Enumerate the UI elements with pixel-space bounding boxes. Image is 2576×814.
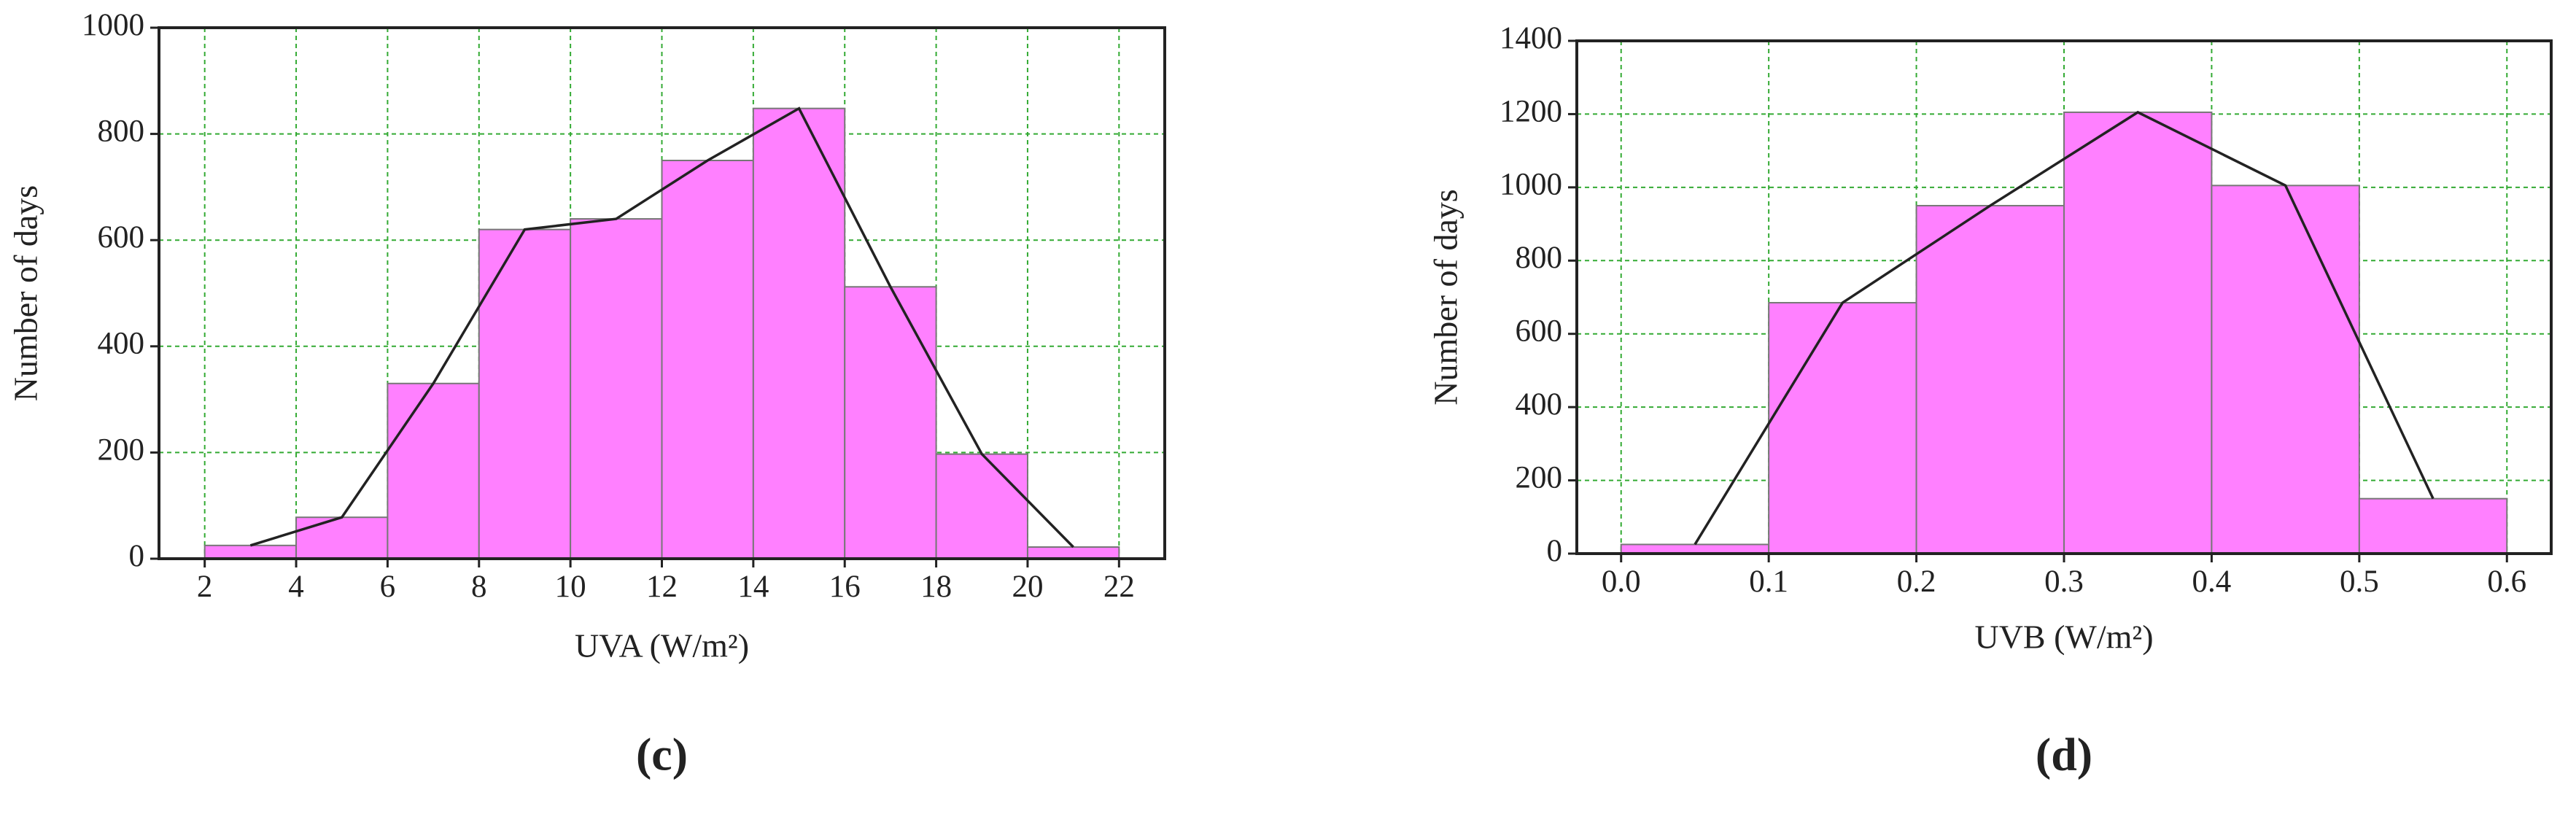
bar bbox=[1768, 302, 1917, 554]
bar bbox=[935, 453, 1028, 559]
y-tick-label: 0 bbox=[129, 539, 145, 573]
y-tick-label: 1000 bbox=[82, 8, 144, 42]
y-tick-label: 400 bbox=[1516, 387, 1563, 422]
panel-label: (d) bbox=[2036, 729, 2092, 780]
x-tick-label: 22 bbox=[1103, 570, 1135, 604]
x-tick-label: 0.3 bbox=[2044, 565, 2084, 599]
y-axis-label: Number of days bbox=[1427, 189, 1464, 405]
x-tick-label: 2 bbox=[197, 570, 213, 604]
y-axis-label: Number of days bbox=[7, 185, 44, 401]
x-tick-label: 8 bbox=[471, 570, 487, 604]
bar bbox=[2358, 497, 2508, 555]
x-tick-label: 0.0 bbox=[1602, 565, 1641, 599]
y-tick-label: 0 bbox=[1547, 534, 1563, 568]
x-tick-label: 18 bbox=[920, 570, 952, 604]
y-tick-label: 200 bbox=[1516, 460, 1563, 495]
x-tick-label: 10 bbox=[555, 570, 586, 604]
bar bbox=[1026, 546, 1120, 560]
x-axis-label: UVA (W/m²) bbox=[575, 627, 749, 664]
x-tick-label: 12 bbox=[646, 570, 678, 604]
bar bbox=[661, 160, 754, 559]
x-tick-label: 6 bbox=[380, 570, 396, 604]
x-tick-label: 0.5 bbox=[2340, 565, 2379, 599]
frequency-polygon bbox=[249, 106, 1074, 549]
plot-frame bbox=[1575, 39, 2553, 555]
bar bbox=[844, 286, 937, 559]
x-tick-label: 0.6 bbox=[2487, 565, 2526, 599]
y-tick-label: 800 bbox=[98, 114, 145, 148]
bar bbox=[203, 544, 298, 559]
y-tick-label: 1200 bbox=[1500, 94, 1562, 128]
y-tick-label: 600 bbox=[98, 220, 145, 255]
y-tick-label: 1000 bbox=[1500, 168, 1562, 202]
x-tick-label: 0.4 bbox=[2192, 565, 2232, 599]
frequency-polygon bbox=[1694, 110, 2435, 546]
bar bbox=[2211, 185, 2360, 554]
y-tick-label: 600 bbox=[1516, 314, 1563, 349]
panel-label: (c) bbox=[636, 729, 688, 780]
bar bbox=[1915, 204, 2065, 554]
bar bbox=[387, 382, 480, 560]
y-tick-label: 200 bbox=[98, 433, 145, 467]
bar bbox=[2063, 111, 2213, 555]
bar bbox=[295, 516, 389, 560]
y-tick-label: 400 bbox=[98, 327, 145, 361]
x-tick-label: 14 bbox=[737, 570, 769, 604]
bar bbox=[478, 228, 572, 559]
plot-frame bbox=[158, 26, 1166, 560]
x-tick-label: 16 bbox=[829, 570, 861, 604]
x-axis-label: UVB (W/m²) bbox=[1974, 619, 2153, 656]
x-tick-label: 4 bbox=[288, 570, 304, 604]
bar bbox=[752, 107, 846, 559]
y-tick-label: 800 bbox=[1516, 241, 1563, 275]
y-tick-label: 1400 bbox=[1500, 21, 1562, 55]
x-tick-label: 0.1 bbox=[1749, 565, 1788, 599]
x-tick-label: 20 bbox=[1012, 570, 1043, 604]
x-tick-label: 0.2 bbox=[1897, 565, 1936, 599]
bar bbox=[570, 218, 663, 559]
